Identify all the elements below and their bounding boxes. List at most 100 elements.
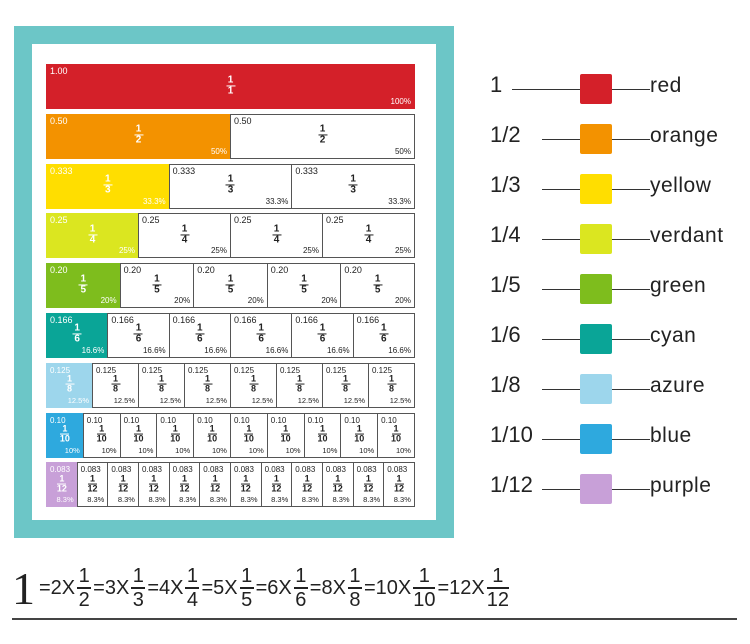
legend-color-name: purple bbox=[650, 474, 712, 497]
fraction-tile: 0.125 1 8 12.5% bbox=[46, 362, 93, 408]
equation-numerator: 1 bbox=[349, 565, 361, 588]
tile-percent: 16.6% bbox=[204, 345, 227, 355]
fraction-tile: 0.10 1 10 10% bbox=[229, 412, 268, 458]
tile-percent: 12.5% bbox=[159, 395, 181, 405]
tile-percent: 25% bbox=[118, 246, 135, 256]
legend-swatch bbox=[580, 224, 612, 254]
tile-denominator: 5 bbox=[80, 284, 87, 296]
fraction-tile: 0.083 1 12 8.3% bbox=[137, 462, 170, 508]
tile-denominator: 5 bbox=[301, 284, 307, 296]
tile-decimal: 0.083 bbox=[325, 465, 346, 475]
legend-swatch bbox=[580, 474, 612, 504]
tile-decimal: 0.125 bbox=[280, 365, 301, 375]
equation-denominator: 10 bbox=[413, 588, 436, 611]
tile-fraction: 1 12 bbox=[302, 474, 312, 493]
fraction-tile: 0.25 1 4 25% bbox=[230, 213, 323, 259]
tile-percent: 16.6% bbox=[265, 345, 289, 355]
fraction-tile: 0.083 1 12 8.3% bbox=[46, 462, 78, 508]
fraction-bar bbox=[210, 483, 220, 485]
tile-numerator: 1 bbox=[62, 423, 68, 434]
tile-numerator: 1 bbox=[197, 322, 203, 334]
tile-decimal: 0.083 bbox=[387, 465, 408, 475]
fraction-bar bbox=[318, 134, 327, 136]
tile-percent: 16.6% bbox=[142, 345, 166, 355]
tile-denominator: 5 bbox=[374, 284, 381, 296]
equation-numerator: 1 bbox=[186, 565, 199, 588]
tile-numerator: 1 bbox=[396, 473, 402, 484]
fraction-tile: 0.25 1 4 25% bbox=[138, 213, 231, 259]
tile-percent: 8.3% bbox=[240, 495, 258, 505]
fraction-tile: 0.125 1 8 12.5% bbox=[184, 362, 231, 408]
fraction-row-10: 0.10 1 10 10% 0.10 1 10 10% 0.10 1 10 10% 0.10 1 10 10%… bbox=[46, 412, 415, 458]
legend-fraction: 1/3 bbox=[490, 172, 521, 197]
fraction-bar bbox=[111, 383, 120, 385]
tile-numerator: 1 bbox=[227, 73, 234, 85]
legend-fraction: 1/10 bbox=[490, 422, 533, 447]
tile-denominator: 4 bbox=[181, 234, 188, 246]
tile-numerator: 1 bbox=[181, 223, 188, 235]
fraction-bar bbox=[77, 587, 92, 589]
equation-term: =6X 1 6 bbox=[256, 565, 308, 611]
tile-numerator: 1 bbox=[365, 223, 372, 235]
fraction-tile: 0.20 1 5 20% bbox=[193, 263, 268, 309]
tile-decimal: 0.166 bbox=[172, 314, 196, 325]
tile-percent: 33.3% bbox=[142, 196, 166, 206]
legend-fraction: 1/2 bbox=[490, 122, 521, 147]
fraction-bar bbox=[363, 483, 373, 485]
tile-decimal: 0.20 bbox=[123, 265, 142, 276]
tile-percent: 20% bbox=[100, 296, 117, 306]
tile-fraction: 1 10 bbox=[207, 424, 218, 444]
tile-denominator: 12 bbox=[148, 483, 159, 494]
equation-denominator: 4 bbox=[186, 588, 199, 611]
legend-connector bbox=[612, 89, 650, 90]
equation-numerator: 1 bbox=[418, 565, 430, 588]
legend-swatch bbox=[580, 274, 612, 304]
tile-decimal: 0.125 bbox=[96, 365, 117, 375]
tile-numerator: 1 bbox=[99, 423, 105, 434]
fraction-bar bbox=[152, 284, 162, 286]
tile-numerator: 1 bbox=[393, 423, 399, 434]
fraction-bar bbox=[65, 383, 74, 385]
fraction-bar bbox=[203, 383, 212, 385]
tile-denominator: 12 bbox=[179, 483, 190, 494]
legend-connector bbox=[612, 189, 650, 190]
fraction-bar bbox=[486, 587, 509, 589]
fraction-bar bbox=[295, 383, 304, 385]
tile-decimal: 0.083 bbox=[111, 465, 132, 475]
legend-connector bbox=[542, 389, 580, 390]
equation-numerator: 1 bbox=[295, 565, 307, 588]
fraction-row-4: 0.25 1 4 25% 0.25 1 4 25% 0.25 1 4 25% 0.25 1 4 25% bbox=[46, 213, 415, 259]
tile-decimal: 0.10 bbox=[50, 415, 66, 425]
equation-denominator: 2 bbox=[78, 588, 90, 611]
fraction-tile: 0.10 1 10 10% bbox=[377, 412, 415, 458]
legend-item-azure: 1/8 azure bbox=[490, 370, 750, 410]
tile-denominator: 10 bbox=[207, 433, 218, 444]
tile-denominator: 6 bbox=[319, 333, 326, 345]
tile-numerator: 1 bbox=[59, 473, 65, 484]
legend-color-name: azure bbox=[650, 374, 706, 397]
legend-item-yellow: 1/3 yellow bbox=[490, 170, 750, 210]
tile-fraction: 1 12 bbox=[87, 474, 97, 493]
tile-decimal: 0.166 bbox=[111, 314, 134, 325]
fraction-bar bbox=[157, 383, 166, 385]
tile-fraction: 1 12 bbox=[210, 474, 220, 493]
fraction-tile: 0.083 1 12 8.3% bbox=[291, 462, 323, 508]
tile-percent: 10% bbox=[175, 445, 191, 455]
fraction-tile: 0.166 1 6 16.6% bbox=[229, 312, 293, 358]
tile-numerator: 1 bbox=[342, 373, 348, 384]
equation-fraction: 1 10 bbox=[413, 565, 436, 611]
tile-decimal: 0.50 bbox=[234, 115, 252, 126]
tile-decimal: 0.20 bbox=[50, 265, 68, 276]
legend-connector bbox=[612, 289, 650, 290]
legend-connector bbox=[542, 239, 580, 240]
tile-denominator: 12 bbox=[56, 483, 67, 494]
equation-denominator: 3 bbox=[132, 588, 144, 611]
tile-percent: 10% bbox=[285, 445, 301, 455]
fraction-tile: 0.166 1 6 16.6% bbox=[107, 312, 170, 358]
